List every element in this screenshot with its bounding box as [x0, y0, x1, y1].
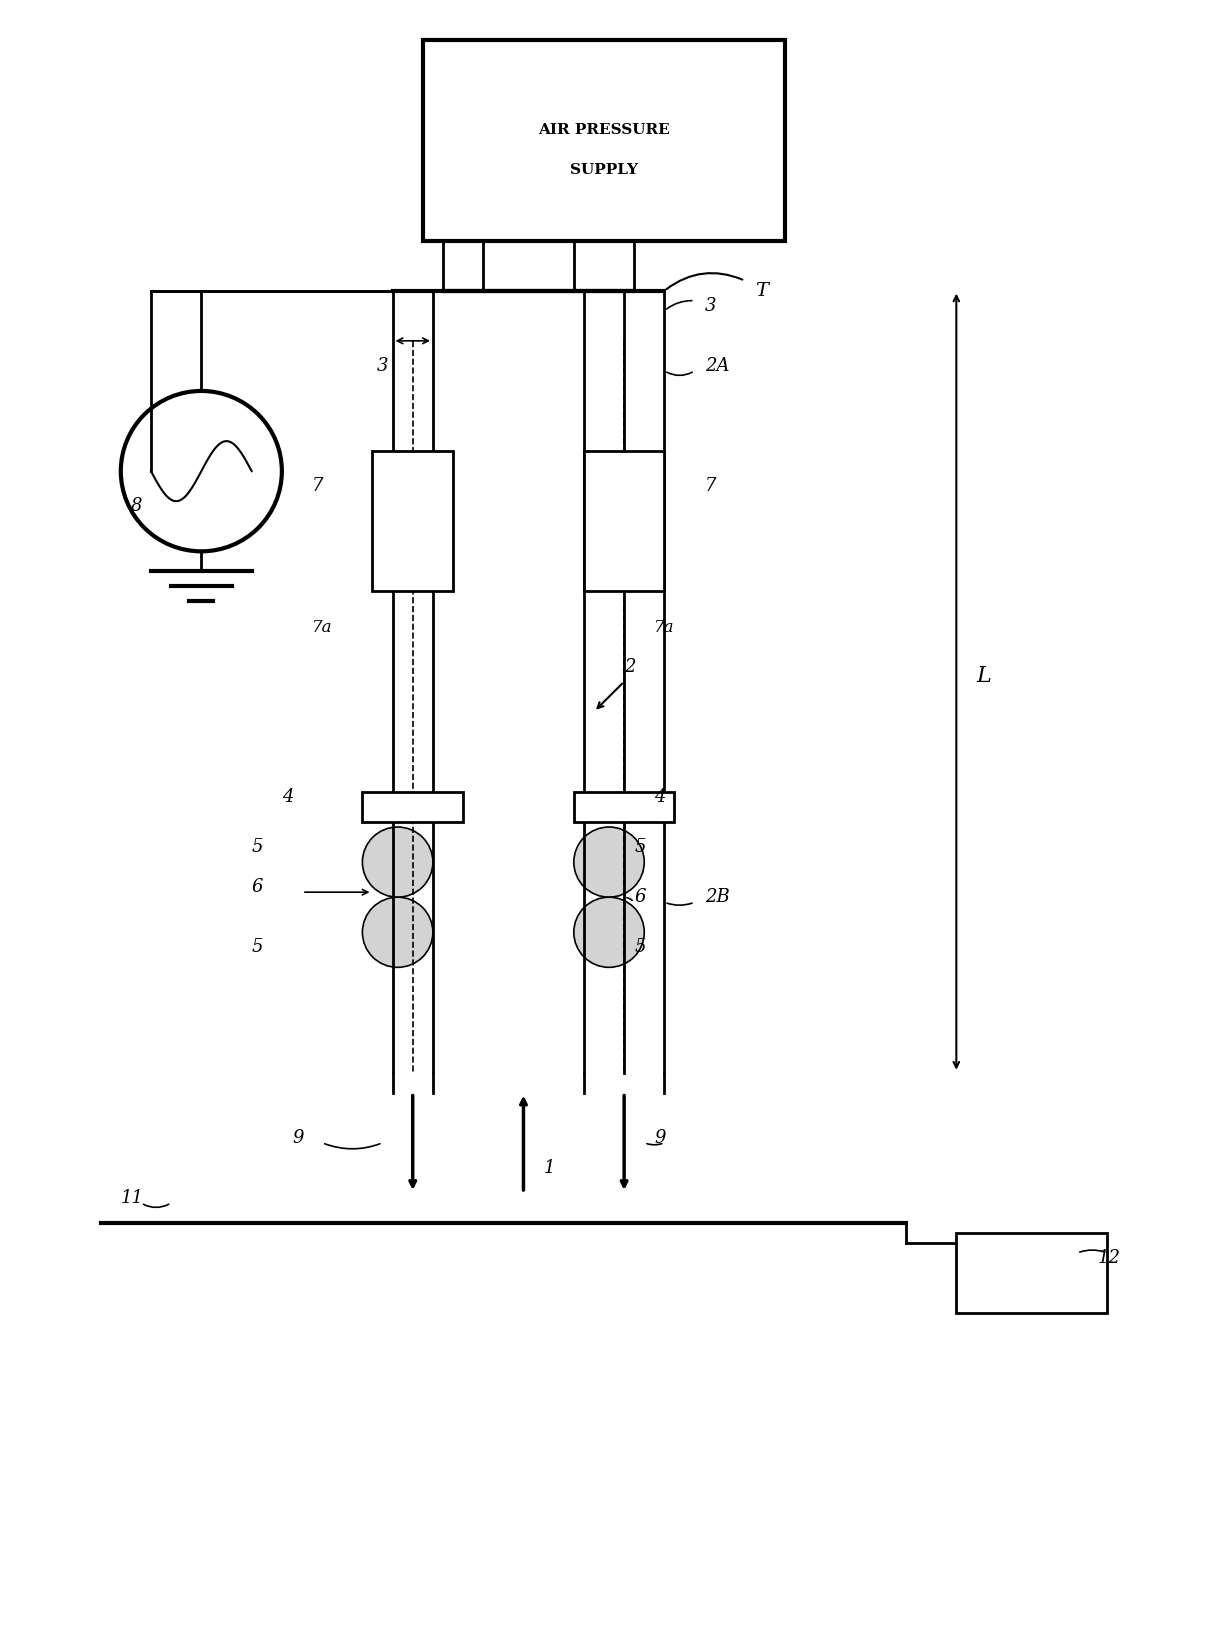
Circle shape: [362, 827, 432, 898]
Text: 6: 6: [251, 878, 263, 896]
Text: 5: 5: [634, 939, 646, 957]
Text: 9: 9: [655, 1129, 666, 1148]
Text: 7a: 7a: [655, 618, 675, 636]
Text: 7: 7: [704, 477, 716, 495]
Text: 2: 2: [625, 658, 635, 676]
Text: 6: 6: [634, 888, 646, 906]
Text: 2A: 2A: [704, 357, 730, 375]
Bar: [423, 39, 785, 240]
Text: 1: 1: [544, 1159, 556, 1177]
Bar: [372, 450, 453, 592]
Text: 5: 5: [251, 939, 263, 957]
Text: 7: 7: [312, 477, 324, 495]
Text: 3: 3: [704, 298, 716, 314]
Circle shape: [574, 827, 644, 898]
Text: 2B: 2B: [704, 888, 730, 906]
Bar: [583, 450, 664, 592]
Text: 7a: 7a: [312, 618, 332, 636]
Circle shape: [362, 898, 432, 967]
Text: AIR PRESSURE: AIR PRESSURE: [538, 123, 670, 138]
Text: 4: 4: [281, 787, 294, 806]
Text: T: T: [755, 281, 768, 299]
Text: L: L: [976, 664, 992, 687]
Bar: [362, 792, 463, 822]
Text: 9: 9: [292, 1129, 303, 1148]
Circle shape: [574, 898, 644, 967]
Text: 5: 5: [251, 838, 263, 857]
Text: 12: 12: [1097, 1249, 1120, 1268]
Text: 3: 3: [377, 357, 388, 375]
Text: SUPPLY: SUPPLY: [570, 163, 638, 178]
Bar: [574, 792, 674, 822]
Text: 5: 5: [634, 838, 646, 857]
Text: 11: 11: [121, 1189, 144, 1207]
Bar: [957, 1233, 1108, 1314]
Text: 4: 4: [655, 787, 666, 806]
Text: 8: 8: [130, 496, 143, 515]
